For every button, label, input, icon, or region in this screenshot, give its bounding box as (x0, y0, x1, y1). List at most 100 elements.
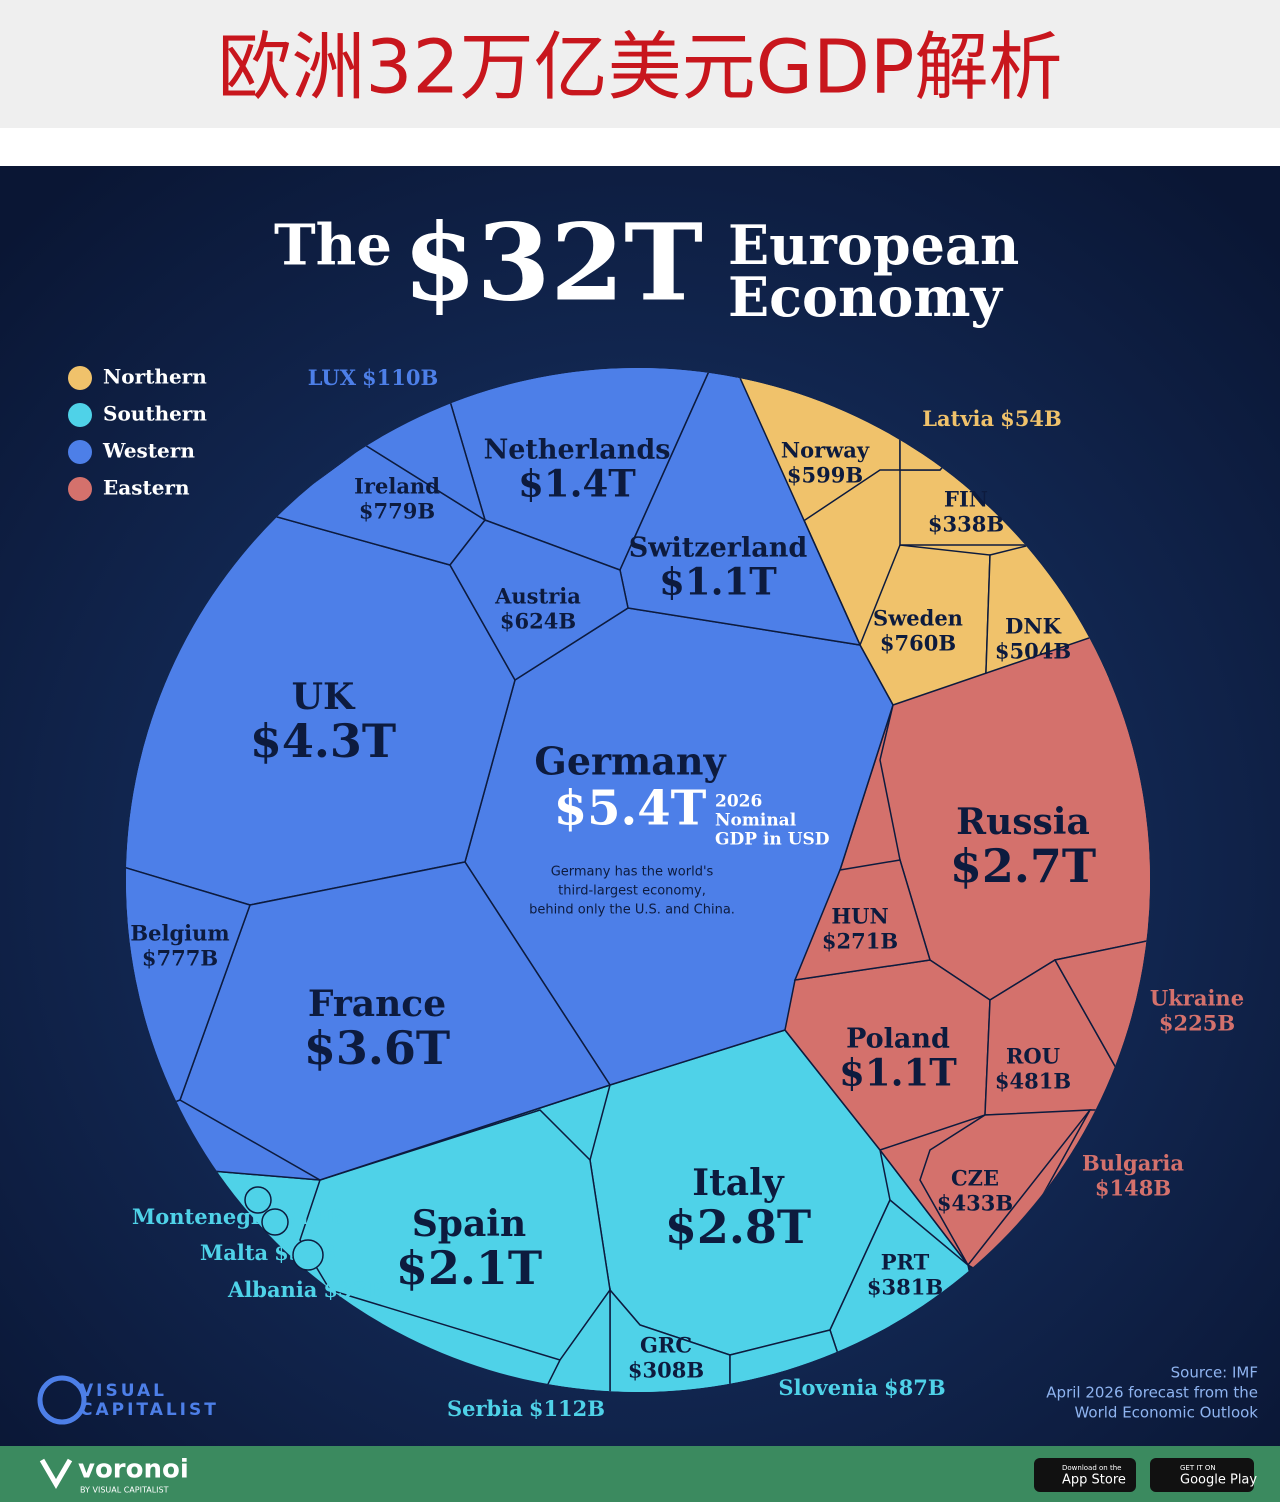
legend-swatch (68, 440, 92, 464)
value-label: $599B (787, 463, 863, 488)
value-label: $2.1T (396, 1241, 542, 1295)
annotation-note: Nominal (715, 811, 797, 831)
annotation-note: 2026 (715, 792, 762, 812)
header-title: 欧洲32万亿美元GDP解析 (217, 25, 1062, 111)
annotation-text: behind only the U.S. and China. (529, 903, 735, 918)
annotation-note: GDP in USD (715, 830, 830, 850)
source: World Economic Outlook (1074, 1404, 1258, 1422)
cell-label: Latvia $54B (922, 406, 1061, 431)
cell-label: LUX $110B (308, 365, 438, 390)
cell-label: Slovenia $87B (778, 1375, 945, 1400)
legend-swatch (68, 366, 92, 390)
value-label: $4.3T (250, 714, 396, 768)
source: Source: IMF (1171, 1364, 1258, 1382)
cell (1053, 929, 1150, 1076)
app-store-text: App Store (1062, 1473, 1126, 1488)
legend-label: Northern (103, 365, 207, 389)
cell (126, 828, 251, 1172)
footer-logo (39, 1458, 73, 1489)
cell (793, 859, 931, 981)
value-label: $338B (928, 512, 1004, 537)
value-label: $779B (359, 499, 435, 524)
value-label: $10B (282, 1204, 344, 1229)
title-amount: $32T (403, 200, 703, 325)
country-name: Ireland (354, 474, 440, 499)
value-label: $433B (937, 1191, 1013, 1216)
country-name: Austria (494, 584, 581, 609)
value-label: $504B (995, 639, 1071, 664)
country-name: Bulgaria (1082, 1151, 1184, 1176)
country-name: Latvia (922, 406, 994, 431)
country-name: Malta (200, 1240, 269, 1265)
value-label: $308B (628, 1358, 704, 1383)
country-name: Spain (412, 1203, 526, 1245)
legend-label: Southern (103, 402, 207, 426)
cell-label: Serbia $112B (447, 1396, 605, 1421)
value-label: $271B (822, 929, 898, 954)
cell (244, 1186, 272, 1214)
value-label: $148B (1095, 1176, 1171, 1201)
country-name: FIN (944, 487, 988, 512)
cell (919, 1109, 1092, 1267)
legend-label: Western (102, 439, 195, 463)
country-name: UK (292, 676, 356, 718)
country-name: DNK (1005, 614, 1061, 639)
country-name: Poland (846, 1024, 950, 1055)
country-name: Russia (956, 801, 1090, 843)
title-the: The (274, 213, 392, 279)
cell-label: Montenegro $10B (132, 1204, 344, 1229)
source: April 2026 forecast from the (1046, 1384, 1258, 1402)
value-label: $1.1T (839, 1051, 957, 1095)
country-name: Germany (534, 739, 726, 784)
google-play-small: GET IT ON (1180, 1464, 1216, 1472)
country-name: France (308, 983, 446, 1025)
cell (292, 1239, 324, 1271)
country-name: Netherlands (484, 435, 671, 466)
value-label: $54B (1000, 406, 1062, 431)
google-play-text: Google Play (1180, 1473, 1257, 1488)
legend-label: Eastern (103, 476, 190, 500)
value-label: $777B (142, 946, 218, 971)
logo-text: VISUAL (80, 1381, 167, 1401)
country-name: GRC (640, 1333, 692, 1358)
country-name: Sweden (873, 606, 963, 631)
country-name: Slovenia (778, 1375, 878, 1400)
google-play[interactable] (1150, 1458, 1254, 1492)
value-label: $2.7T (950, 839, 1096, 893)
legend-swatch (68, 403, 92, 427)
spacer (0, 128, 1280, 166)
value-label: $112B (529, 1396, 605, 1421)
legend-swatch (68, 477, 92, 501)
annotation-text: Germany has the world's (551, 865, 714, 880)
cell (449, 519, 629, 682)
cell-label: Albania $33B (227, 1277, 385, 1302)
footer-byline: BY VISUAL CAPITALIST (80, 1486, 169, 1495)
value-label: $225B (1159, 1011, 1235, 1036)
value-label: $3.6T (304, 1021, 450, 1075)
value-label: $33B (323, 1277, 385, 1302)
app-store[interactable] (1034, 1458, 1136, 1492)
logo (37, 1375, 87, 1425)
value-label: $624B (500, 609, 576, 634)
country-name: Norway (781, 438, 870, 463)
annotation-text: third-largest economy, (558, 884, 706, 899)
logo-text: CAPITALIST (80, 1400, 219, 1420)
title-line1: European (728, 213, 1019, 277)
country-name: Belgium (130, 921, 229, 946)
cell (261, 1208, 289, 1236)
value-label: $1.1T (659, 560, 777, 604)
country-name: Ukraine (1150, 986, 1244, 1011)
value-label: $87B (884, 1375, 946, 1400)
value-label: $381B (867, 1275, 943, 1300)
country-name: ROU (1006, 1044, 1060, 1069)
value-label: $2.8T (665, 1200, 811, 1254)
value-label: $110B (362, 365, 438, 390)
value-label: $481B (995, 1069, 1071, 1094)
header-band (0, 0, 1280, 128)
app-store-small: Download on the (1062, 1464, 1121, 1472)
country-name: Serbia (447, 1396, 523, 1421)
country-name: Switzerland (629, 533, 808, 564)
country-name: LUX (308, 365, 357, 390)
